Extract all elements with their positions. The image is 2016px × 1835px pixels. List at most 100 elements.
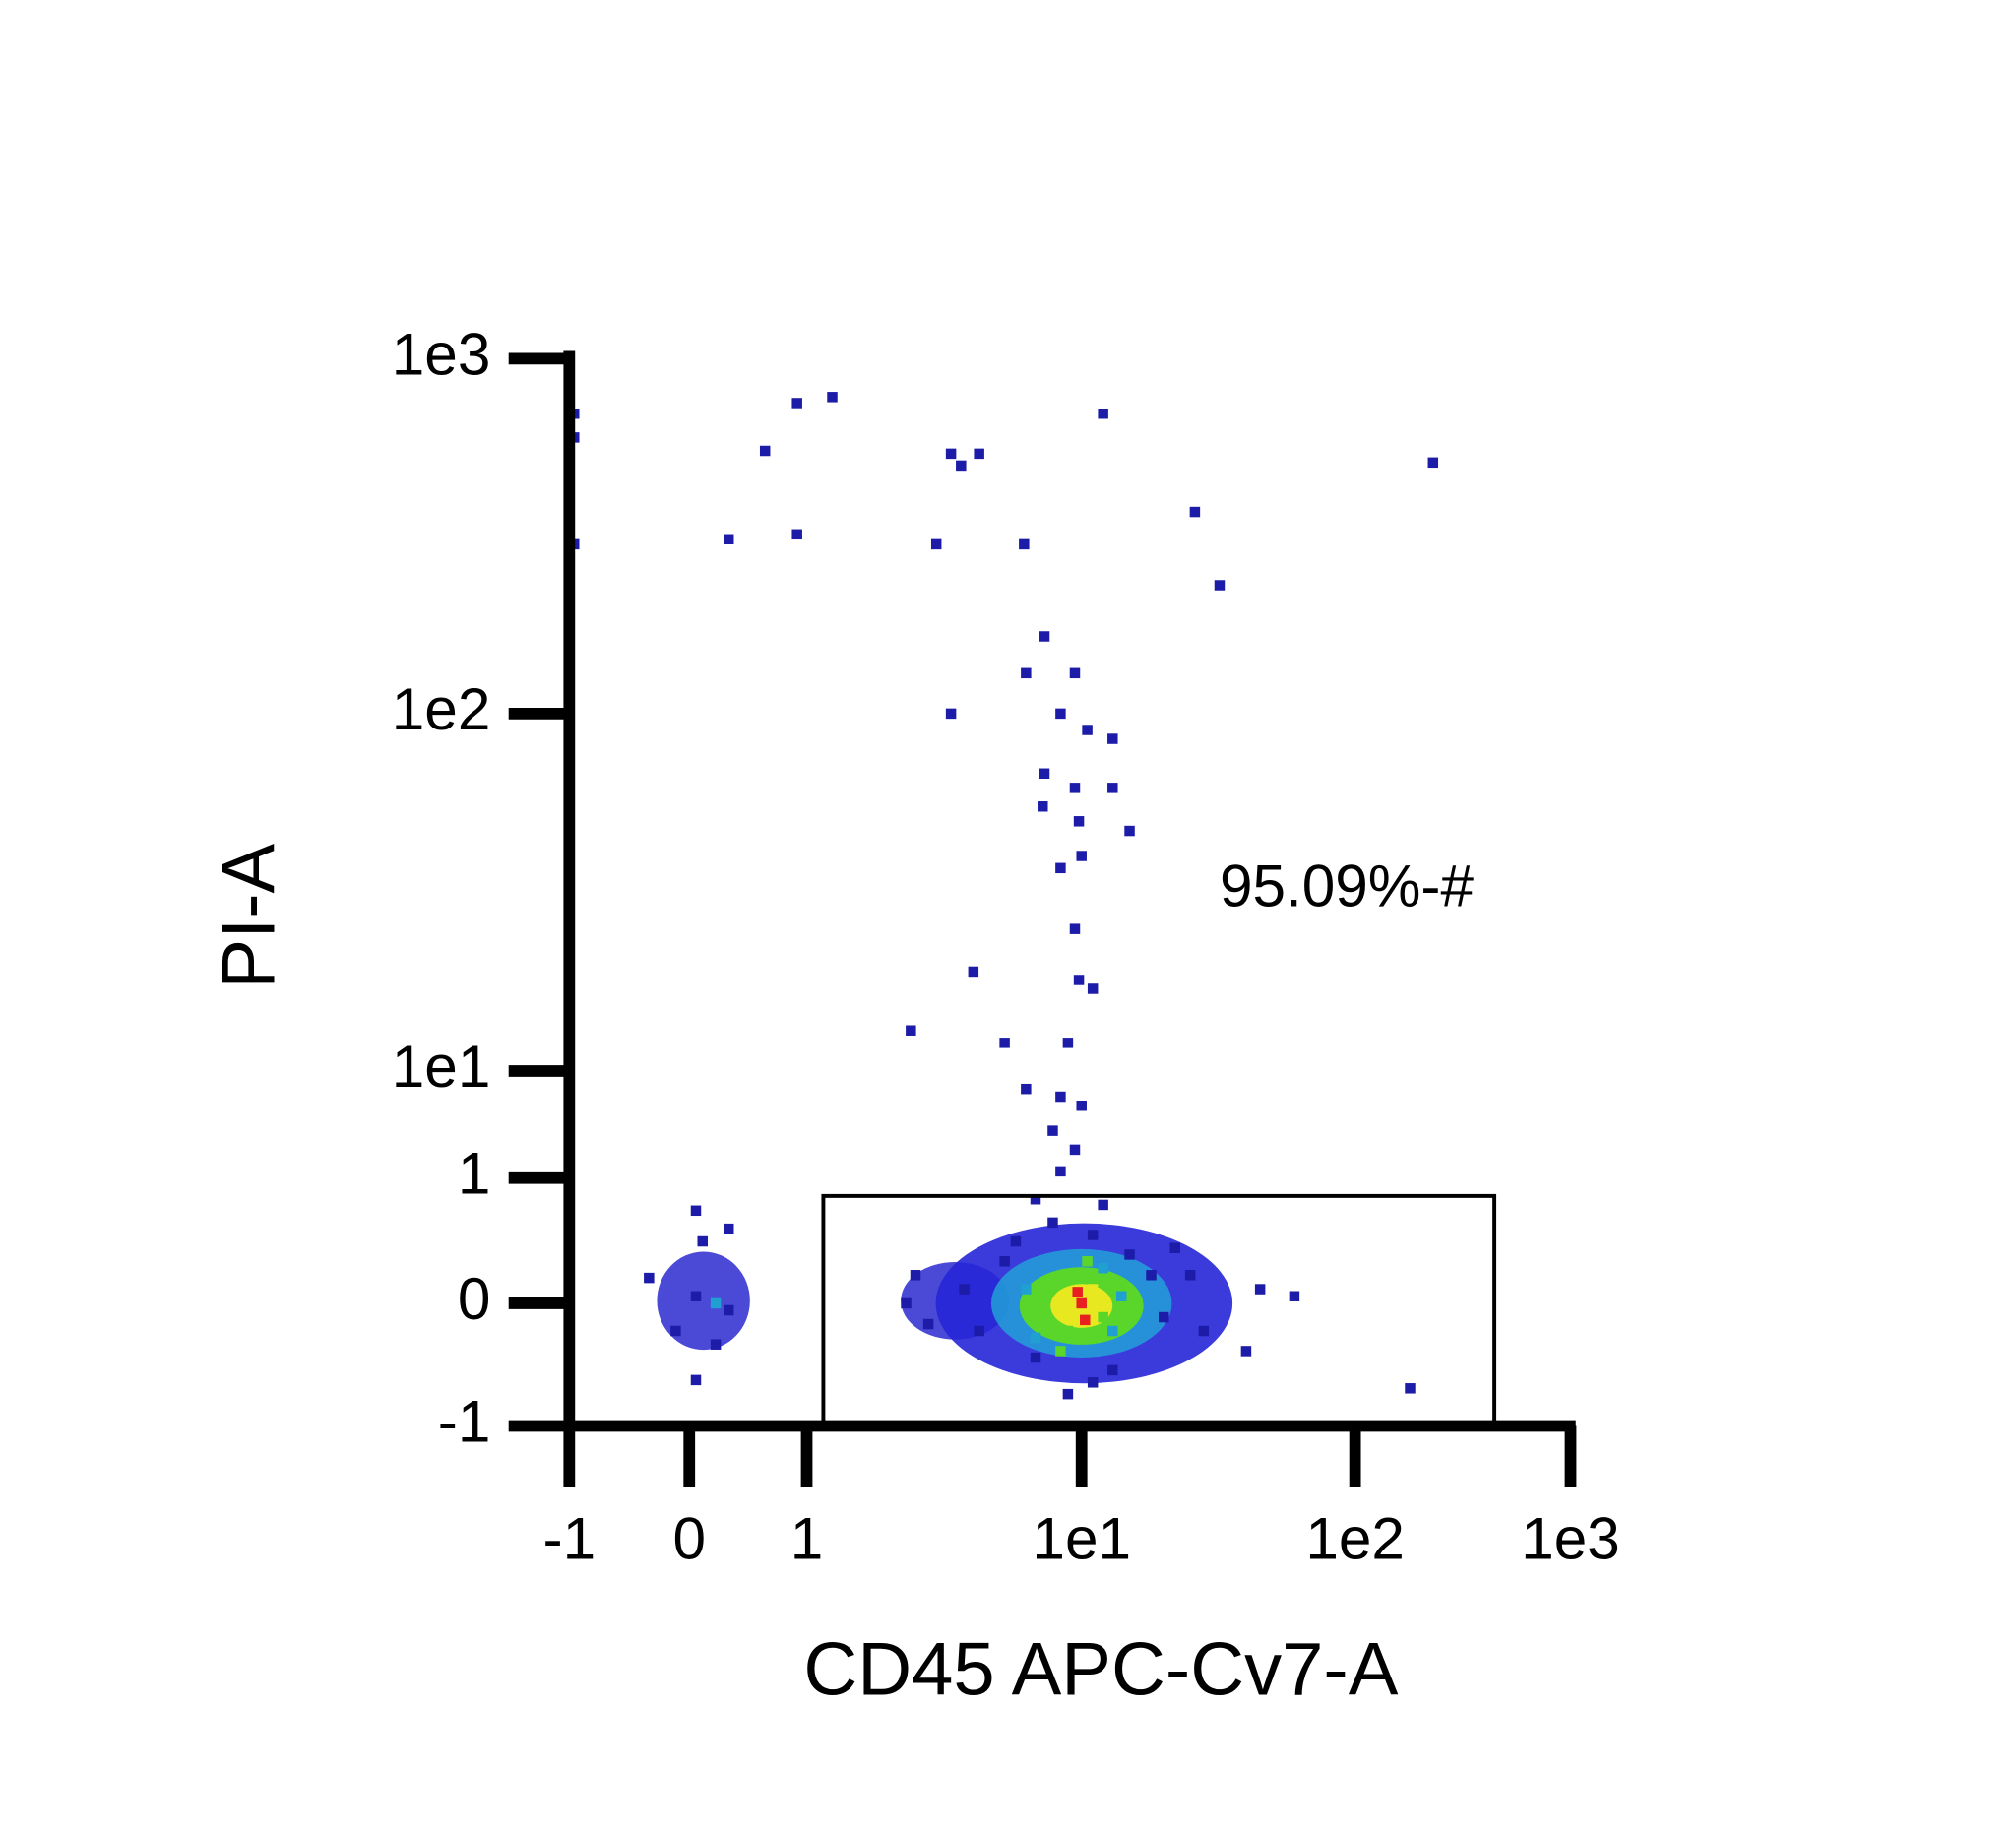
point <box>1107 1364 1118 1376</box>
point <box>791 529 802 540</box>
point <box>906 1025 916 1036</box>
point <box>1198 1325 1210 1337</box>
point <box>1021 1284 1032 1295</box>
point <box>968 966 979 978</box>
point <box>1107 733 1118 744</box>
point <box>1010 1235 1022 1247</box>
point <box>1107 1325 1118 1337</box>
point <box>791 398 802 409</box>
point <box>1427 457 1439 469</box>
point <box>910 1270 921 1281</box>
point <box>1062 1297 1074 1309</box>
point <box>1098 1311 1108 1323</box>
point <box>1080 1314 1091 1326</box>
point <box>1055 1166 1066 1177</box>
point <box>1030 1332 1041 1344</box>
point <box>644 1272 655 1284</box>
point <box>690 1374 702 1386</box>
point <box>1062 1388 1074 1400</box>
point <box>1082 725 1093 735</box>
point <box>1073 816 1085 827</box>
point <box>723 1304 734 1316</box>
point <box>1021 667 1032 679</box>
point <box>1072 1287 1083 1297</box>
point <box>945 708 957 720</box>
gate <box>821 1193 1497 1428</box>
point <box>1069 923 1081 934</box>
point <box>1076 1100 1087 1111</box>
point <box>1055 1091 1066 1103</box>
point <box>999 1256 1010 1267</box>
y-tick-label: 0 <box>458 1265 491 1332</box>
point <box>1055 862 1066 874</box>
point <box>1021 1083 1032 1095</box>
point <box>827 392 838 403</box>
point <box>1087 1377 1099 1388</box>
point <box>1087 983 1099 994</box>
density-cloud <box>657 1251 750 1351</box>
point <box>759 445 771 457</box>
point <box>1069 1144 1081 1156</box>
y-tick-label: 1e1 <box>392 1033 491 1100</box>
point <box>901 1297 912 1309</box>
point <box>922 1318 934 1330</box>
point <box>723 1223 734 1234</box>
point <box>1107 783 1118 793</box>
point <box>1254 1284 1266 1295</box>
point <box>1082 1256 1093 1267</box>
point <box>1098 1262 1108 1274</box>
point <box>1076 851 1087 861</box>
points <box>569 392 1439 1400</box>
point <box>1098 409 1108 419</box>
point <box>1047 1125 1058 1136</box>
point <box>1073 975 1085 985</box>
point <box>1146 1270 1157 1281</box>
point <box>930 538 942 550</box>
point <box>1098 1199 1108 1211</box>
x-tick-label: 0 <box>672 1505 706 1572</box>
point <box>1062 1038 1074 1048</box>
y-tick-label: -1 <box>438 1387 491 1454</box>
gate-label: 95.09%-# <box>1220 852 1475 918</box>
point <box>1214 580 1226 591</box>
y-tick-label: 1e2 <box>392 675 491 742</box>
point <box>1030 1352 1041 1363</box>
x-axis-title: CD45 APC-Cv7-A <box>803 1628 1398 1712</box>
point <box>956 460 967 472</box>
point <box>1019 538 1030 550</box>
point <box>1087 1284 1099 1295</box>
density-clouds <box>657 1223 1233 1384</box>
point <box>697 1235 708 1247</box>
point <box>1055 1346 1066 1357</box>
point <box>1124 1249 1135 1260</box>
point <box>1055 708 1066 720</box>
point <box>1039 631 1050 642</box>
point <box>1189 506 1201 518</box>
point <box>1405 1383 1416 1394</box>
point <box>1047 1217 1058 1229</box>
point <box>974 448 984 460</box>
y-axis-title: PI-A <box>208 843 291 988</box>
point <box>945 448 957 460</box>
y-tick-label: 1e3 <box>392 320 491 387</box>
point <box>1069 667 1081 679</box>
point <box>710 1339 722 1350</box>
x-tick-label: 1e1 <box>1032 1505 1131 1572</box>
point <box>1169 1242 1180 1253</box>
point <box>1087 1230 1099 1240</box>
point <box>670 1325 681 1337</box>
point <box>1062 1325 1074 1337</box>
point <box>1124 825 1135 837</box>
point <box>1039 768 1050 780</box>
point <box>1076 1297 1087 1309</box>
point <box>999 1038 1010 1048</box>
x-tick-label: 1e3 <box>1521 1505 1620 1572</box>
x-tick-label: 1e2 <box>1305 1505 1405 1572</box>
point <box>959 1284 970 1295</box>
point <box>690 1205 702 1217</box>
point <box>723 534 734 545</box>
point <box>1047 1277 1058 1288</box>
y-tick-label: 1 <box>458 1140 491 1207</box>
x-tick-label: 1 <box>790 1505 824 1572</box>
